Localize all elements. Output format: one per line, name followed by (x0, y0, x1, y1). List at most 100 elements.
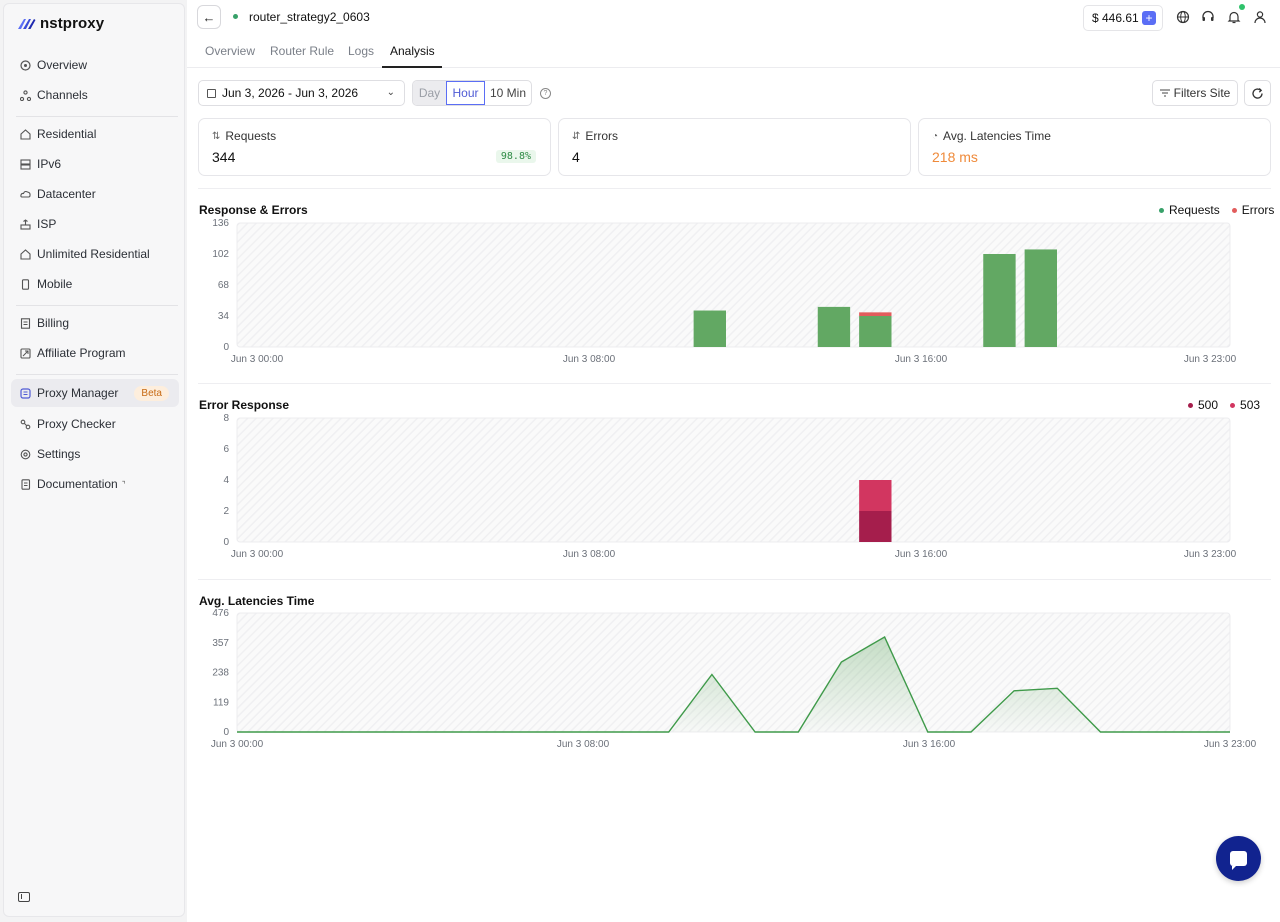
date-range-picker[interactable]: Jun 3, 2026 - Jun 3, 2026 ⌄ (198, 80, 405, 106)
legend-item-requests[interactable]: Requests (1159, 203, 1220, 217)
sidebar-item-isp[interactable]: ISP (11, 211, 179, 237)
headset-icon[interactable] (1201, 10, 1215, 24)
sidebar-item-proxy-checker[interactable]: Proxy Checker (11, 411, 179, 437)
legend-item-errors[interactable]: Errors (1231, 203, 1275, 217)
tab-logs[interactable]: Logs (348, 44, 375, 58)
chart-title-error-response: Error Response (199, 398, 290, 412)
granularity-hour[interactable]: Hour (446, 81, 485, 105)
stat-label: ⇵ Errors (572, 129, 618, 143)
response-errors-chart: 0 34 68 102 136 Jun 3 00:00 Jun 3 08:00 Jun 3 1… (212, 218, 1236, 365)
sidebar-item-label: Datacenter (37, 187, 96, 201)
stat-label-text: Errors (585, 129, 619, 143)
sidebar-item-billing[interactable]: Billing (11, 310, 179, 336)
sidebar-item-label: Affiliate Program (37, 346, 126, 360)
y-tick-label: 119 (213, 697, 229, 708)
bar-503 (859, 480, 892, 511)
nstproxy-logo-icon (18, 18, 36, 29)
error-response-chart: 0 2 4 6 8 Jun 3 00:00 Jun 3 08:00 Jun 3 16:00 Ju… (223, 413, 1236, 560)
granularity-day[interactable]: Day (413, 81, 446, 105)
x-tick-label: Jun 3 16:00 (895, 549, 948, 560)
sidebar-item-overview[interactable]: Overview (11, 52, 179, 78)
granularity-10-min[interactable]: 10 Min (489, 86, 527, 100)
chart-legend: Requests Errors (1159, 203, 1274, 217)
documentation-icon (20, 478, 31, 490)
legend-label: Requests (1169, 203, 1220, 217)
y-tick-label: 476 (212, 608, 229, 619)
arrow-left-icon: ← (202, 9, 216, 25)
bar-requests (817, 306, 851, 347)
sidebar-divider (16, 116, 178, 117)
sidebar-item-label: Unlimited Residential (37, 247, 150, 261)
errors-icon: ⇵ (572, 130, 581, 142)
date-range-value: Jun 3, 2026 - Jun 3, 2026 (222, 86, 359, 100)
stat-label-text: Requests (225, 129, 277, 143)
mobile-icon (20, 278, 31, 290)
add-balance-button[interactable]: + (1142, 11, 1156, 25)
legend-label: 500 (1198, 398, 1219, 412)
collapse-sidebar-icon[interactable] (18, 892, 30, 902)
y-tick-label: 2 (223, 506, 229, 517)
section-divider (198, 579, 1271, 580)
datacenter-icon (20, 189, 31, 200)
stat-card-errors: ⇵ Errors 4 (558, 118, 911, 176)
requests-icon: ⇅ (212, 130, 221, 142)
x-tick-label: Jun 3 08:00 (557, 739, 610, 750)
bar-requests (1024, 249, 1057, 347)
sidebar-item-label: Billing (37, 316, 70, 330)
balance-display[interactable]: $ 446.61 + (1083, 5, 1163, 31)
back-button[interactable]: ← (197, 5, 221, 29)
section-divider (198, 188, 1271, 189)
y-tick-label: 6 (223, 444, 229, 455)
balance-value: $ 446.61 (1092, 11, 1139, 25)
main-panel: ← router_strategy2_0603 $ 446.61 + Overv… (187, 0, 1280, 922)
chevron-down-icon: ⌄ (386, 87, 395, 98)
stat-label: ◔ Avg. Latencies Time (932, 129, 1051, 143)
sidebar-item-affiliate-program[interactable]: Affiliate Program (11, 340, 179, 366)
active-tab-indicator (382, 66, 442, 68)
sidebar-item-mobile[interactable]: Mobile (11, 271, 179, 297)
chart-legend: 500 503 (1188, 398, 1260, 412)
tab-analysis[interactable]: Analysis (390, 44, 435, 58)
sidebar: nstproxy Overview Channels Residential I… (3, 3, 185, 917)
user-icon[interactable] (1253, 10, 1267, 24)
brand[interactable]: nstproxy (17, 15, 104, 32)
stat-label: ⇅ Requests (212, 129, 276, 143)
y-tick-label: 136 (212, 218, 229, 229)
sidebar-item-settings[interactable]: Settings (11, 441, 179, 467)
legend-item-500[interactable]: 500 (1188, 398, 1218, 412)
latency-line (237, 636, 1230, 733)
sidebar-item-proxy-manager[interactable]: Proxy Manager Beta (11, 379, 179, 407)
latency-area (237, 637, 1230, 732)
bar-requests (983, 254, 1016, 347)
filters-site-button[interactable]: Filters Site (1152, 80, 1238, 106)
tab-overview[interactable]: Overview (205, 44, 256, 58)
legend-label: 503 (1240, 398, 1261, 412)
sidebar-item-channels[interactable]: Channels (11, 82, 179, 108)
tab-router-rule[interactable]: Router Rule (270, 44, 335, 58)
errors-value: 4 (572, 149, 580, 165)
proxy-manager-icon (20, 387, 31, 399)
settings-icon (20, 449, 31, 460)
sidebar-item-residential[interactable]: Residential (11, 121, 179, 147)
unlimited-icon (20, 248, 31, 260)
sidebar-item-documentation[interactable]: Documentation ⌝ (11, 471, 179, 497)
brand-name: nstproxy (40, 15, 105, 32)
ipv6-icon (20, 158, 31, 170)
top-bar: ← router_strategy2_0603 $ 446.61 + (187, 0, 1280, 36)
bell-icon[interactable] (1227, 10, 1241, 24)
help-icon[interactable]: ? (540, 88, 551, 99)
plot-area (236, 222, 1231, 348)
sidebar-item-ipv6[interactable]: IPv6 (11, 151, 179, 177)
refresh-button[interactable] (1244, 80, 1271, 106)
chart-title-latency: Avg. Latencies Time (199, 594, 315, 608)
globe-icon[interactable] (1176, 10, 1190, 24)
chat-button[interactable] (1216, 836, 1261, 881)
granularity-selector: Day Hour 10 Min (412, 80, 532, 106)
stat-card-latency: ◔ Avg. Latencies Time 218 ms (918, 118, 1271, 176)
sidebar-item-unlimited-residential[interactable]: Unlimited Residential (11, 241, 179, 267)
router-name: router_strategy2_0603 (249, 10, 370, 24)
legend-item-503[interactable]: 503 (1230, 398, 1260, 412)
legend-label: Errors (1241, 203, 1275, 217)
sidebar-item-datacenter[interactable]: Datacenter (11, 181, 179, 207)
channels-icon (20, 89, 31, 101)
